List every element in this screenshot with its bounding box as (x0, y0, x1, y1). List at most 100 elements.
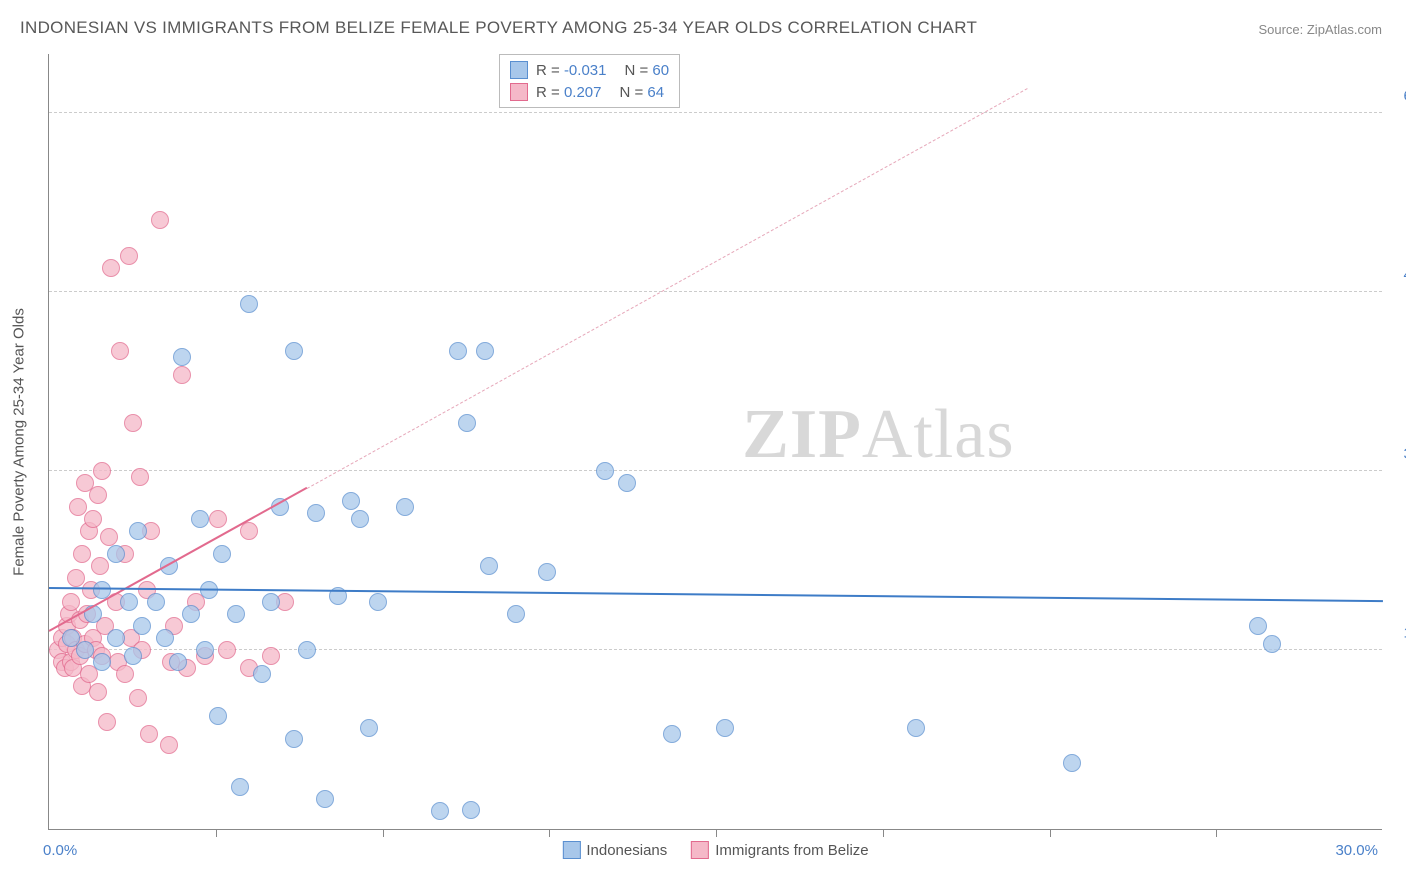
y-tick-label: 45.0% (1390, 266, 1406, 283)
scatter-point-belize (89, 683, 107, 701)
trend-line (49, 587, 1383, 602)
scatter-point-indonesian (107, 545, 125, 563)
scatter-point-indonesian (476, 342, 494, 360)
x-tick (549, 829, 550, 837)
scatter-point-belize (111, 342, 129, 360)
legend-series-label: Indonesians (586, 842, 667, 859)
scatter-point-belize (93, 462, 111, 480)
scatter-point-indonesian (369, 593, 387, 611)
legend-series: Indonesians Immigrants from Belize (562, 841, 868, 859)
x-tick (883, 829, 884, 837)
scatter-point-belize (116, 665, 134, 683)
scatter-point-indonesian (209, 707, 227, 725)
scatter-point-belize (131, 468, 149, 486)
y-tick-label: 30.0% (1390, 445, 1406, 462)
x-tick (716, 829, 717, 837)
scatter-point-belize (120, 247, 138, 265)
scatter-point-indonesian (480, 557, 498, 575)
legend-n: N = 60 (624, 62, 669, 79)
scatter-point-indonesian (107, 629, 125, 647)
scatter-point-indonesian (538, 563, 556, 581)
scatter-point-belize (67, 569, 85, 587)
legend-r: R = -0.031 (536, 62, 606, 79)
scatter-point-indonesian (129, 522, 147, 540)
scatter-point-belize (129, 689, 147, 707)
legend-stats: R = -0.031 N = 60 R = 0.207 N = 64 (499, 54, 680, 108)
legend-swatch (510, 61, 528, 79)
y-axis-title: Female Poverty Among 25-34 Year Olds (11, 308, 28, 576)
scatter-point-indonesian (360, 719, 378, 737)
scatter-point-indonesian (262, 593, 280, 611)
scatter-point-indonesian (231, 778, 249, 796)
scatter-point-indonesian (351, 510, 369, 528)
scatter-point-indonesian (396, 498, 414, 516)
scatter-point-indonesian (147, 593, 165, 611)
scatter-point-indonesian (124, 647, 142, 665)
scatter-point-indonesian (431, 802, 449, 820)
scatter-point-belize (209, 510, 227, 528)
scatter-point-indonesian (285, 342, 303, 360)
legend-series-item: Indonesians (562, 841, 667, 859)
legend-stat-row: R = -0.031 N = 60 (510, 59, 669, 81)
legend-swatch (562, 841, 580, 859)
legend-n: N = 64 (619, 84, 664, 101)
x-tick (1216, 829, 1217, 837)
scatter-point-belize (69, 498, 87, 516)
scatter-point-belize (102, 259, 120, 277)
scatter-point-indonesian (191, 510, 209, 528)
scatter-point-belize (151, 211, 169, 229)
scatter-point-belize (91, 557, 109, 575)
gridline (49, 470, 1382, 471)
scatter-point-belize (218, 641, 236, 659)
watermark-rest: Atlas (862, 396, 1015, 473)
scatter-point-indonesian (663, 725, 681, 743)
scatter-point-indonesian (156, 629, 174, 647)
watermark: ZIPAtlas (742, 395, 1014, 475)
scatter-point-indonesian (507, 605, 525, 623)
legend-stat-row: R = 0.207 N = 64 (510, 81, 669, 103)
legend-series-label: Immigrants from Belize (715, 842, 868, 859)
scatter-point-belize (173, 366, 191, 384)
scatter-point-indonesian (342, 492, 360, 510)
scatter-point-indonesian (316, 790, 334, 808)
x-tick (383, 829, 384, 837)
scatter-point-indonesian (458, 414, 476, 432)
legend-swatch (510, 83, 528, 101)
scatter-point-indonesian (462, 801, 480, 819)
x-tick (216, 829, 217, 837)
scatter-point-belize (160, 736, 178, 754)
scatter-point-indonesian (133, 617, 151, 635)
scatter-point-indonesian (307, 504, 325, 522)
y-tick-label: 15.0% (1390, 624, 1406, 641)
scatter-point-indonesian (93, 653, 111, 671)
scatter-point-indonesian (907, 719, 925, 737)
scatter-point-indonesian (169, 653, 187, 671)
scatter-point-indonesian (173, 348, 191, 366)
scatter-point-indonesian (596, 462, 614, 480)
scatter-point-belize (100, 528, 118, 546)
scatter-point-indonesian (285, 730, 303, 748)
scatter-point-indonesian (120, 593, 138, 611)
scatter-point-belize (98, 713, 116, 731)
scatter-point-indonesian (182, 605, 200, 623)
gridline (49, 291, 1382, 292)
scatter-point-indonesian (240, 295, 258, 313)
plot-area: Female Poverty Among 25-34 Year Olds 0.0… (48, 54, 1382, 830)
scatter-point-indonesian (213, 545, 231, 563)
trend-line-dashed (307, 88, 1028, 489)
gridline (49, 649, 1382, 650)
scatter-point-indonesian (76, 641, 94, 659)
scatter-point-indonesian (1263, 635, 1281, 653)
scatter-point-indonesian (227, 605, 245, 623)
legend-series-item: Immigrants from Belize (691, 841, 868, 859)
scatter-point-indonesian (298, 641, 316, 659)
scatter-point-belize (140, 725, 158, 743)
y-tick-label: 60.0% (1390, 87, 1406, 104)
legend-r: R = 0.207 (536, 84, 601, 101)
scatter-point-belize (84, 510, 102, 528)
x-axis-min-label: 0.0% (43, 842, 77, 859)
x-tick (1050, 829, 1051, 837)
scatter-point-indonesian (1249, 617, 1267, 635)
legend-swatch (691, 841, 709, 859)
scatter-point-belize (124, 414, 142, 432)
